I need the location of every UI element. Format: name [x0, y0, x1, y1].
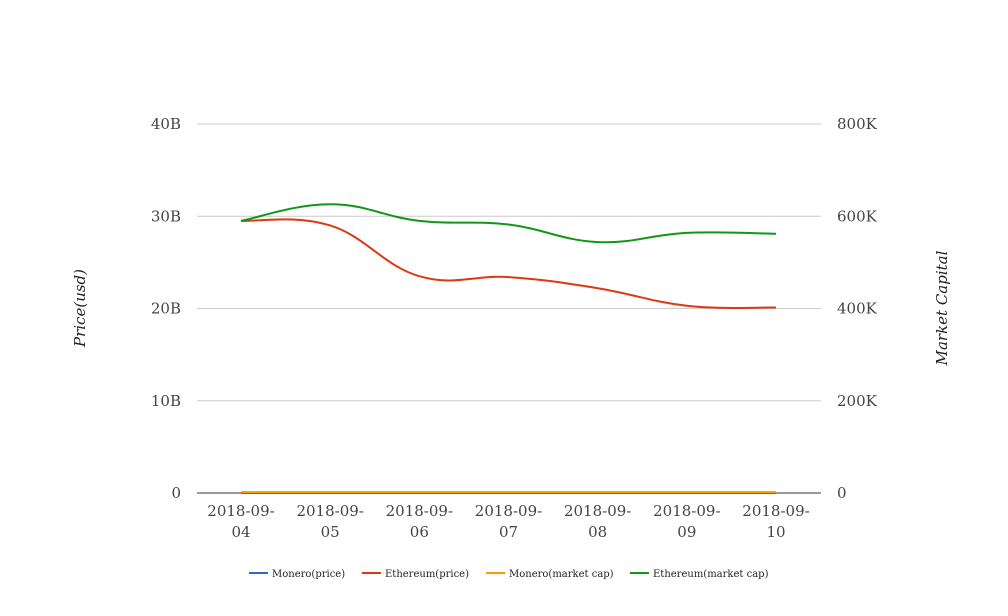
- right-axis-ticks: 0 200K 400K 600K 800K: [837, 115, 878, 502]
- series-line-ethereum-price: [240, 218, 777, 309]
- right-tick-label: 0: [837, 484, 847, 502]
- x-tick-label: 2018-09-04: [207, 502, 274, 541]
- left-tick-label: 0: [171, 484, 181, 502]
- legend[interactable]: Monero(price) Ethereum(price) Monero(marke…: [249, 569, 769, 580]
- right-axis-title: Market Capital: [933, 250, 951, 366]
- right-tick-label: 200K: [837, 392, 878, 410]
- series-line-ethereum-market-cap: [240, 203, 777, 244]
- left-tick-label: 20B: [151, 300, 181, 318]
- left-tick-label: 10B: [151, 392, 181, 410]
- legend-item-ethereum-market-cap[interactable]: Ethereum(market cap): [630, 569, 769, 580]
- right-tick-label: 800K: [837, 115, 878, 133]
- left-axis-title: Price(usd): [71, 269, 89, 348]
- x-tick-label: 2018-09-10: [742, 502, 809, 541]
- x-tick-label: 2018-09-08: [564, 502, 631, 541]
- legend-item-monero-price[interactable]: Monero(price): [249, 569, 345, 580]
- legend-label: Monero(market cap): [509, 569, 614, 580]
- series-lines: [240, 203, 777, 495]
- x-tick-label: 2018-09-07: [475, 502, 542, 541]
- x-tick-label: 2018-09-09: [653, 502, 720, 541]
- x-tick-label: 2018-09-06: [386, 502, 453, 541]
- left-tick-label: 40B: [151, 115, 181, 133]
- x-tick-label: 2018-09-05: [296, 502, 363, 541]
- legend-label: Ethereum(price): [385, 569, 469, 580]
- legend-label: Monero(price): [272, 569, 345, 580]
- right-tick-label: 600K: [837, 207, 878, 225]
- left-axis-ticks: 0 10B 20B 30B 40B: [151, 115, 181, 502]
- x-axis-ticks: 2018-09-04 2018-09-05 2018-09-06 2018-09-07…: [207, 502, 809, 541]
- right-tick-label: 400K: [837, 300, 878, 318]
- legend-item-monero-market-cap[interactable]: Monero(market cap): [486, 569, 614, 580]
- legend-label: Ethereum(market cap): [653, 569, 769, 580]
- legend-item-ethereum-price[interactable]: Ethereum(price): [362, 569, 469, 580]
- left-tick-label: 30B: [151, 207, 181, 225]
